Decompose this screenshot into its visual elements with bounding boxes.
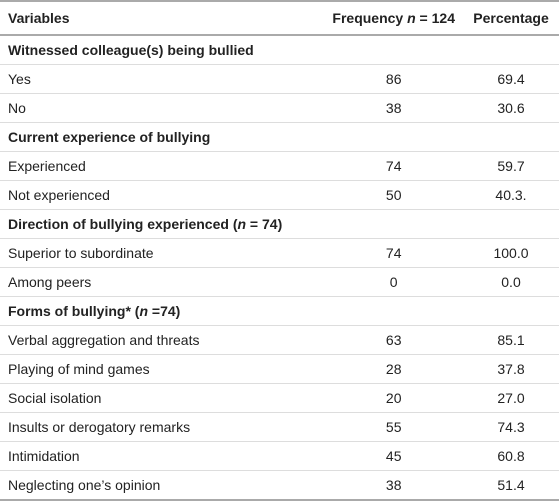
header-cell: Variables — [0, 0, 325, 36]
text-part: n — [237, 216, 247, 232]
frequency-cell: 74 — [324, 151, 463, 181]
data-row: Experienced 74 59.7 — [0, 151, 559, 181]
text-part: = 74) — [246, 216, 283, 232]
data-row: No 38 30.6 — [0, 93, 559, 123]
percentage-cell: 27.0 — [463, 383, 559, 413]
variable-cell: Verbal aggregation and threats — [0, 325, 325, 355]
percentage-cell: 85.1 — [463, 325, 559, 355]
table-body: Witnessed colleague(s) being bullied Yes 8… — [0, 35, 559, 501]
variable-cell: No — [0, 93, 325, 123]
frequency-cell: 63 — [324, 325, 463, 355]
text-part: =74) — [148, 303, 181, 319]
frequency-cell: 38 — [324, 470, 463, 501]
header-cell: Frequency n = 124 — [324, 0, 463, 36]
frequency-cell: 38 — [324, 93, 463, 123]
percentage-cell: 74.3 — [463, 412, 559, 442]
variable-cell: Yes — [0, 64, 325, 94]
section-title: Forms of bullying* (n =74) — [0, 296, 559, 326]
variable-cell: Playing of mind games — [0, 354, 325, 384]
data-row: Verbal aggregation and threats 63 85.1 — [0, 325, 559, 355]
text-part: n — [139, 303, 149, 319]
frequency-cell: 55 — [324, 412, 463, 442]
frequency-cell: 28 — [324, 354, 463, 384]
percentage-cell: 30.6 — [463, 93, 559, 123]
variable-cell: Intimidation — [0, 441, 325, 471]
variable-cell: Experienced — [0, 151, 325, 181]
text-part: Direction of bullying experienced ( — [8, 216, 238, 232]
section-row: Forms of bullying* (n =74) — [0, 296, 559, 326]
percentage-cell: 100.0 — [463, 238, 559, 268]
variable-cell: Neglecting one’s opinion — [0, 470, 325, 501]
data-row: Social isolation 20 27.0 — [0, 383, 559, 413]
variable-cell: Among peers — [0, 267, 325, 297]
frequency-cell: 50 — [324, 180, 463, 210]
table-header: Variables Frequency n = 124 Percentage — [0, 0, 559, 36]
section-title: Direction of bullying experienced (n = 7… — [0, 209, 559, 239]
header-row: Variables Frequency n = 124 Percentage — [0, 0, 559, 36]
data-row: Playing of mind games 28 37.8 — [0, 354, 559, 384]
percentage-cell: 59.7 — [463, 151, 559, 181]
variable-cell: Superior to subordinate — [0, 238, 325, 268]
data-row: Among peers 0 0.0 — [0, 267, 559, 297]
frequency-cell: 45 — [324, 441, 463, 471]
data-row: Superior to subordinate 74 100.0 — [0, 238, 559, 268]
variable-cell: Insults or derogatory remarks — [0, 412, 325, 442]
variable-cell: Not experienced — [0, 180, 325, 210]
data-row: Not experienced 50 40.3. — [0, 180, 559, 210]
percentage-cell: 40.3. — [463, 180, 559, 210]
text-part: n — [407, 10, 416, 26]
data-row: Insults or derogatory remarks 55 74.3 — [0, 412, 559, 442]
text-part: = 124 — [415, 10, 455, 26]
percentage-cell: 37.8 — [463, 354, 559, 384]
section-row: Current experience of bullying — [0, 122, 559, 152]
data-row: Intimidation 45 60.8 — [0, 441, 559, 471]
section-title: Witnessed colleague(s) being bullied — [0, 35, 559, 65]
frequency-cell: 74 — [324, 238, 463, 268]
section-row: Witnessed colleague(s) being bullied — [0, 35, 559, 65]
percentage-cell: 0.0 — [463, 267, 559, 297]
percentage-cell: 51.4 — [463, 470, 559, 501]
frequency-cell: 0 — [324, 267, 463, 297]
frequency-cell: 86 — [324, 64, 463, 94]
frequency-cell: 20 — [324, 383, 463, 413]
header-cell: Percentage — [463, 0, 559, 36]
data-row: Yes 86 69.4 — [0, 64, 559, 94]
text-part: Forms of bullying* ( — [8, 303, 140, 319]
percentage-cell: 69.4 — [463, 64, 559, 94]
section-row: Direction of bullying experienced (n = 7… — [0, 209, 559, 239]
percentage-cell: 60.8 — [463, 441, 559, 471]
variable-cell: Social isolation — [0, 383, 325, 413]
section-title: Current experience of bullying — [0, 122, 559, 152]
text-part: Frequency — [332, 10, 408, 26]
data-row: Neglecting one’s opinion 38 51.4 — [0, 470, 559, 501]
